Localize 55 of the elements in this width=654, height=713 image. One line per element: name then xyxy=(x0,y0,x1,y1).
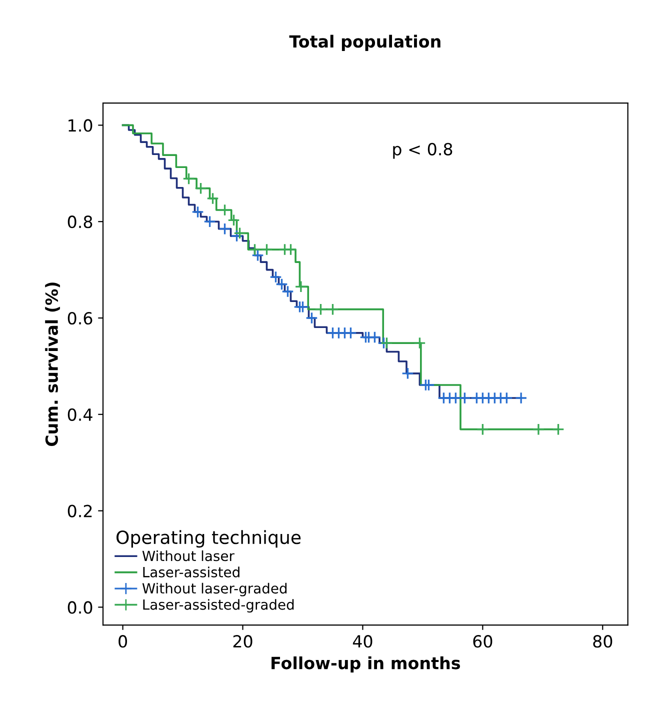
point xyxy=(306,312,318,324)
point xyxy=(182,172,195,185)
point xyxy=(194,182,207,195)
point xyxy=(206,192,219,205)
point xyxy=(218,204,231,216)
point xyxy=(260,243,273,256)
point xyxy=(413,336,426,350)
point xyxy=(270,270,282,284)
legend-label: Laser-assisted xyxy=(143,566,240,578)
x-tick-label: 80 xyxy=(593,635,612,648)
y-axis-title: Cum. survival (%) xyxy=(45,282,60,446)
point xyxy=(218,222,231,236)
point xyxy=(449,392,462,404)
point xyxy=(458,392,471,404)
legend-label: Without laser-graded xyxy=(142,582,287,596)
y-tick-label: 0.6 xyxy=(68,312,92,325)
point xyxy=(282,285,294,298)
point xyxy=(276,278,288,290)
point xyxy=(284,243,297,256)
chart-title: Total population xyxy=(289,34,440,51)
legend-title: Operating technique xyxy=(116,530,301,548)
point xyxy=(380,336,393,350)
point xyxy=(514,392,528,404)
x-tick-label: 20 xyxy=(233,635,252,648)
point xyxy=(476,423,489,436)
point xyxy=(204,215,216,228)
point xyxy=(228,214,240,226)
x-tick-label: 40 xyxy=(352,635,372,648)
point xyxy=(230,230,243,242)
point xyxy=(500,392,513,404)
y-tick-label: 0.2 xyxy=(68,504,92,518)
point xyxy=(326,303,339,316)
x-tick-label: 0 xyxy=(118,635,127,648)
point xyxy=(314,303,327,316)
point xyxy=(248,243,261,256)
x-axis-title: Follow-up in months xyxy=(272,656,460,673)
point xyxy=(368,331,381,344)
point xyxy=(294,280,308,293)
y-tick-label: 0.4 xyxy=(68,408,92,421)
legend-label: Laser-assisted-graded xyxy=(143,599,294,613)
y-tick-label: 0.0 xyxy=(68,601,92,614)
point xyxy=(552,423,564,436)
y-tick-label: 1.0 xyxy=(68,119,92,132)
point xyxy=(252,249,264,262)
point xyxy=(422,378,435,392)
point xyxy=(344,326,357,340)
legend-label: Without laser xyxy=(142,550,234,562)
y-tick-label: 0.8 xyxy=(68,216,92,228)
x-tick-label: 60 xyxy=(473,635,492,648)
point xyxy=(401,367,414,380)
point xyxy=(192,206,204,218)
point xyxy=(234,226,246,240)
annotation: p < 0.8 xyxy=(393,142,452,159)
point xyxy=(532,423,545,436)
point xyxy=(296,300,309,314)
